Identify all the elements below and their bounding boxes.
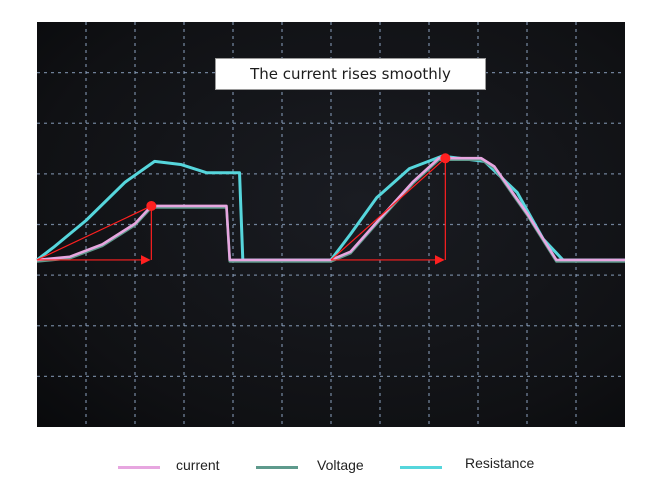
legend-label-voltage: Voltage: [317, 457, 364, 473]
legend-swatch-voltage: [256, 466, 298, 469]
slope-line: [36, 205, 152, 261]
grid: [37, 22, 625, 427]
legend: current Voltage Resistance: [0, 452, 657, 482]
series-line-current: [36, 156, 625, 262]
peak-dot: [146, 200, 157, 211]
legend-label-resistance: Resistance: [465, 455, 535, 471]
slope-line: [330, 157, 446, 261]
legend-label-current: current: [176, 457, 220, 473]
peak-dot: [440, 153, 451, 164]
legend-swatch-current: [118, 466, 160, 469]
annotation-label: The current rises smoothly: [215, 58, 486, 90]
legend-swatch-resistance: [400, 466, 442, 469]
annotation-layer: [36, 153, 451, 265]
